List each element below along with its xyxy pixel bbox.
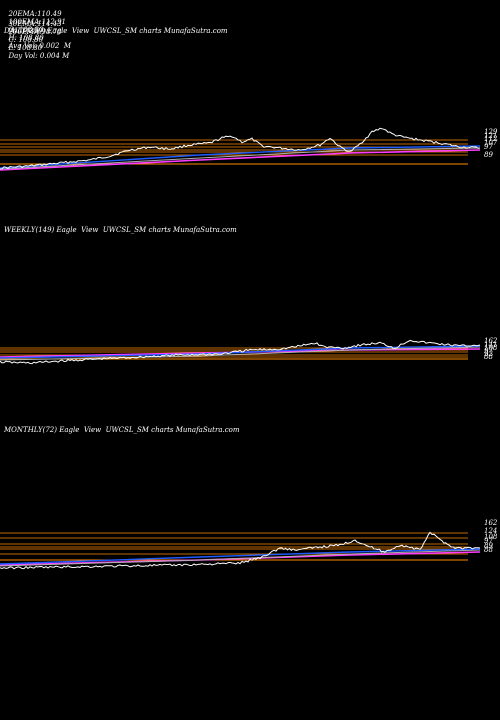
price-level-label: 107 <box>484 139 498 147</box>
price-level-label: 124 <box>484 527 497 535</box>
price-level-label: 89 <box>484 542 493 550</box>
ema-long-line <box>0 149 481 171</box>
price-line <box>0 339 481 365</box>
price-level-label: 121 <box>484 132 497 140</box>
ema20: 20EMA:110.49 <box>8 10 62 18</box>
open-price: O: 108.80 <box>8 26 44 34</box>
close-price: C: 108.80 <box>8 36 43 44</box>
price-level-label: 97 <box>484 347 493 355</box>
ema-mid-line <box>0 346 481 361</box>
ema-short-line <box>0 548 481 565</box>
price-level-label: 141 <box>484 341 497 349</box>
price-level-label: 108 <box>484 344 498 352</box>
price-line <box>0 531 481 570</box>
monthly-chart-title: MONTHLY(72) Eagle View UWCSL_SM charts M… <box>4 426 240 434</box>
ema-mid-line <box>0 549 481 567</box>
price-level-label: 88 <box>484 353 493 361</box>
high-price: H: 108.80 <box>8 34 44 42</box>
ema-mid-line <box>0 147 481 170</box>
price-level-label: 92 <box>484 350 493 358</box>
price-level-label: 162 <box>484 337 498 345</box>
ema200: 200EMA:98.78 <box>8 28 62 36</box>
low-price: L: 108.80 <box>8 44 43 52</box>
ema100: 100EMA:112.91 <box>8 18 67 26</box>
ema-short-line <box>0 145 481 169</box>
weekly-chart-title: WEEKLY(149) Eagle View UWCSL_SM charts M… <box>4 226 237 234</box>
price-level-label: 112 <box>484 135 498 143</box>
price-level-label: 97 <box>484 143 493 151</box>
price-level-label: 129 <box>484 128 498 136</box>
avg-volume: Avg Vol: 0.002 M <box>8 42 72 50</box>
day-volume: Day Vol: 0.004 M <box>8 52 70 60</box>
price-level-label: 89 <box>484 151 493 159</box>
price-level-label: 162 <box>484 519 498 527</box>
price-line <box>0 127 481 170</box>
price-level-label: 88 <box>484 546 493 554</box>
header-row-1: 20EMA:110.49 100EMA:112.91 O: 108.80 H: … <box>4 2 72 50</box>
price-level-label: 97 <box>484 537 493 545</box>
price-level-label: 108 <box>484 533 498 541</box>
ema-short-line <box>0 345 481 359</box>
header-row-2: 30EMA:114.43 200EMA:98.78 C: 108.80 L: 1… <box>4 12 72 60</box>
ema30: 30EMA:114.43 <box>8 20 62 28</box>
daily-chart-title: DAILY(250) Eagle View UWCSL_SM charts Mu… <box>4 27 228 35</box>
